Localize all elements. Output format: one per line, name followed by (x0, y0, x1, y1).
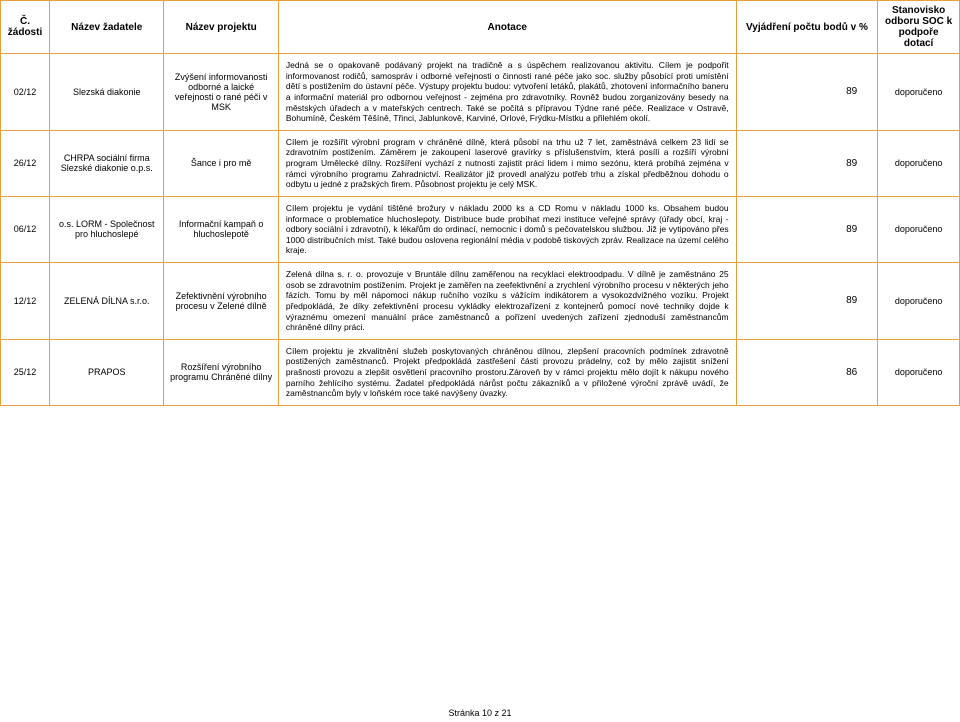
cell-project: Šance i pro mě (164, 130, 278, 196)
cell-applicant: PRAPOS (50, 339, 164, 405)
cell-annotation: Cílem projektu je zkvalitnění služeb pos… (278, 339, 736, 405)
cell-applicant: ZELENÁ DÍLNA s.r.o. (50, 263, 164, 340)
cell-num: 06/12 (1, 196, 50, 262)
cell-stance: doporučeno (878, 196, 960, 262)
cell-applicant: CHRPA sociální firma Slezské diakonie o.… (50, 130, 164, 196)
cell-annotation: Zelená dílna s. r. o. provozuje v Bruntá… (278, 263, 736, 340)
col-header-points: Vyjádření počtu bodů v % (736, 1, 878, 54)
cell-points: 89 (736, 54, 878, 131)
applications-table: Č. žádosti Název žadatele Název projektu… (0, 0, 960, 406)
cell-project: Zefektivnění výrobního procesu v Zelené … (164, 263, 278, 340)
cell-annotation: Cílem je rozšířit výrobní program v chrá… (278, 130, 736, 196)
table-header-row: Č. žádosti Název žadatele Název projektu… (1, 1, 960, 54)
col-header-project: Název projektu (164, 1, 278, 54)
cell-stance: doporučeno (878, 54, 960, 131)
table-row: 06/12 o.s. LORM - Společnost pro hluchos… (1, 196, 960, 262)
cell-stance: doporučeno (878, 339, 960, 405)
cell-points: 86 (736, 339, 878, 405)
col-header-stance: Stanovisko odboru SOC k podpoře dotací (878, 1, 960, 54)
cell-stance: doporučeno (878, 263, 960, 340)
cell-annotation: Jedná se o opakovaně podávaný projekt na… (278, 54, 736, 131)
table-row: 25/12 PRAPOS Rozšíření výrobního program… (1, 339, 960, 405)
cell-annotation: Cílem projektu je vydání tištěné brožury… (278, 196, 736, 262)
cell-project: Rozšíření výrobního programu Chráněné dí… (164, 339, 278, 405)
cell-points: 89 (736, 263, 878, 340)
col-header-applicant: Název žadatele (50, 1, 164, 54)
cell-applicant: o.s. LORM - Společnost pro hluchoslepé (50, 196, 164, 262)
cell-num: 12/12 (1, 263, 50, 340)
table-row: 02/12 Slezská diakonie Zvýšení informova… (1, 54, 960, 131)
cell-project: Informační kampaň o hluchoslepotě (164, 196, 278, 262)
cell-stance: doporučeno (878, 130, 960, 196)
table-row: 26/12 CHRPA sociální firma Slezské diako… (1, 130, 960, 196)
cell-num: 25/12 (1, 339, 50, 405)
cell-points: 89 (736, 196, 878, 262)
cell-points: 89 (736, 130, 878, 196)
cell-num: 02/12 (1, 54, 50, 131)
cell-num: 26/12 (1, 130, 50, 196)
cell-project: Zvýšení informovanosti odborné a laické … (164, 54, 278, 131)
cell-applicant: Slezská diakonie (50, 54, 164, 131)
page-footer: Stránka 10 z 21 (0, 708, 960, 718)
table-row: 12/12 ZELENÁ DÍLNA s.r.o. Zefektivnění v… (1, 263, 960, 340)
col-header-annotation: Anotace (278, 1, 736, 54)
col-header-num: Č. žádosti (1, 1, 50, 54)
